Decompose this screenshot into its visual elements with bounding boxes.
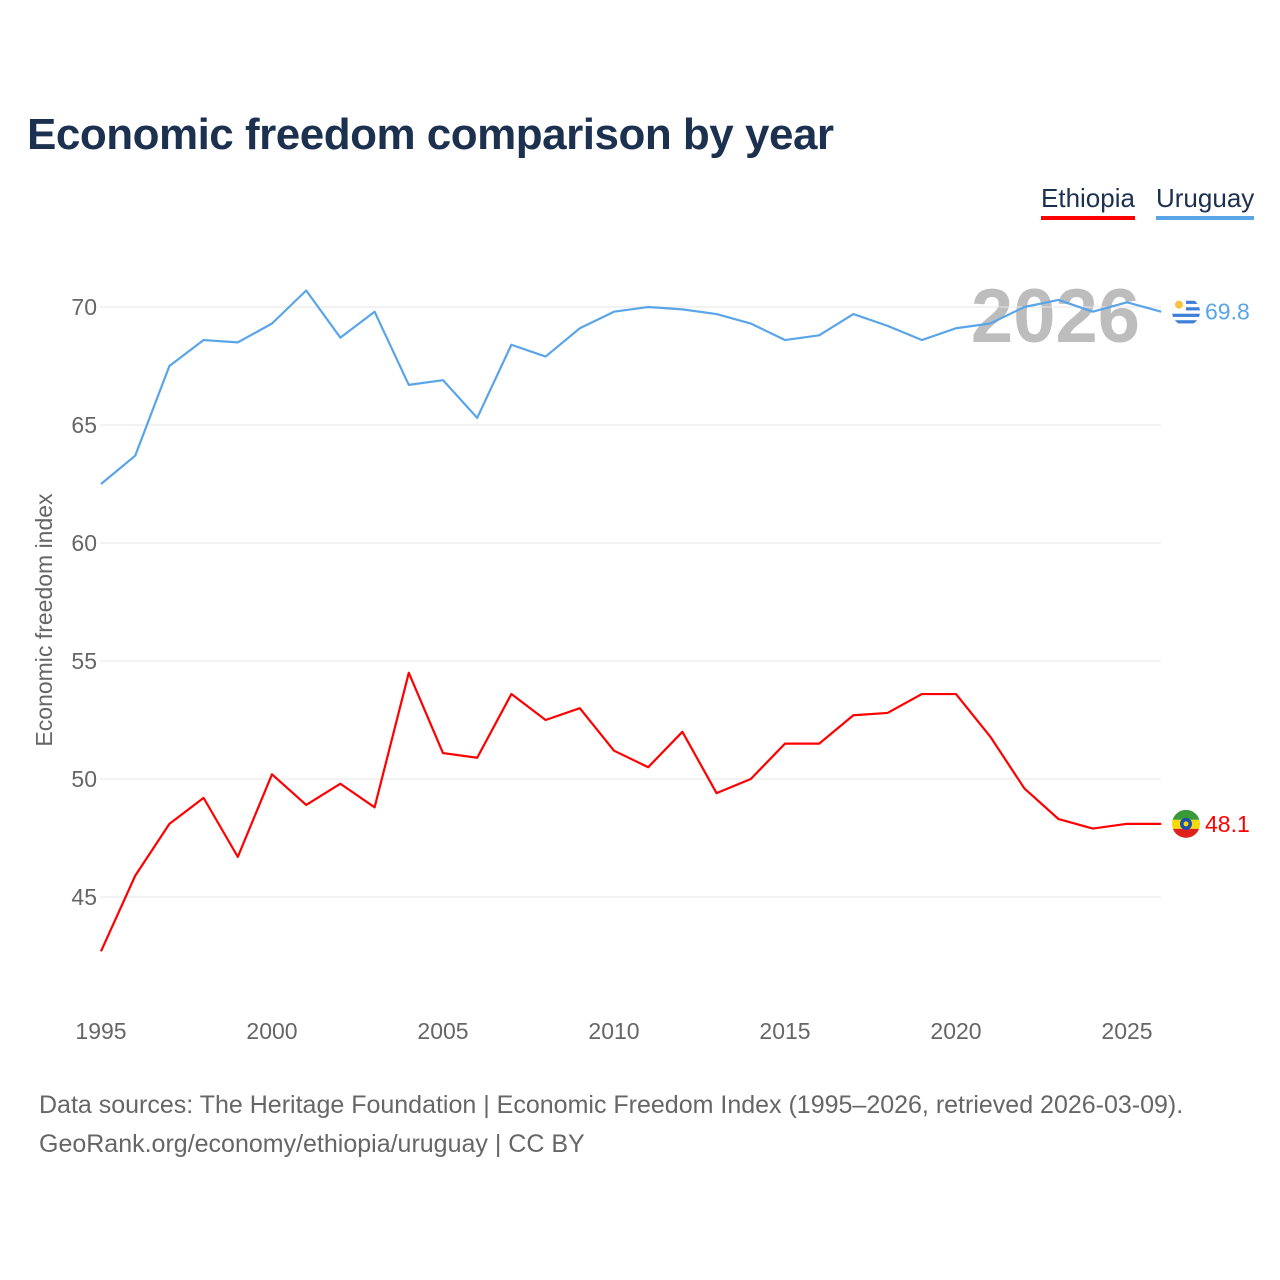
end-label-ethiopia: 48.1 [1205, 811, 1250, 837]
y-tick-label: 70 [71, 294, 97, 320]
footer-sources: Data sources: The Heritage Foundation | … [39, 1091, 1184, 1119]
y-tick-label: 65 [71, 412, 97, 438]
x-tick-label: 2020 [930, 1018, 981, 1044]
series-line-ethiopia [99, 671, 1162, 952]
footer: Data sources: The Heritage Foundation | … [39, 1086, 1183, 1164]
flag-stripe [1172, 809, 1200, 820]
x-tick-label: 2005 [417, 1018, 468, 1044]
footer-link[interactable]: GeoRank.org/economy/ethiopia/uruguay | C… [39, 1130, 585, 1158]
x-tick-label: 2025 [1101, 1018, 1152, 1044]
legend-ethiopia[interactable]: Ethiopia [1041, 183, 1135, 220]
flag-stripe [1172, 320, 1200, 324]
y-tick-label: 50 [71, 766, 97, 792]
uruguay-flag-icon [1172, 297, 1200, 326]
ethiopia-flag-icon [1172, 809, 1200, 838]
y-axis-label: Economic freedom index [31, 493, 57, 747]
flag-star [1183, 821, 1189, 827]
x-tick-label: 2000 [246, 1018, 297, 1044]
flag-stripe [1172, 313, 1200, 317]
y-tick-label: 45 [71, 884, 97, 910]
year-watermark: 2026 [971, 274, 1140, 359]
x-tick-label: 1995 [75, 1018, 126, 1044]
end-label-uruguay: 69.8 [1205, 299, 1250, 325]
flag-stripe [1172, 828, 1200, 838]
flag-body [1172, 809, 1200, 838]
flag-body [1172, 297, 1200, 326]
series-line-uruguay [100, 289, 1162, 485]
legend-uruguay[interactable]: Uruguay [1156, 183, 1255, 220]
chart-title: Economic freedom comparison by year [27, 110, 834, 159]
x-tick-label: 2015 [759, 1018, 810, 1044]
flag-sun [1175, 300, 1183, 309]
y-tick-label: 55 [71, 648, 97, 674]
x-tick-label: 2010 [588, 1018, 639, 1044]
y-tick-label: 60 [71, 530, 97, 556]
